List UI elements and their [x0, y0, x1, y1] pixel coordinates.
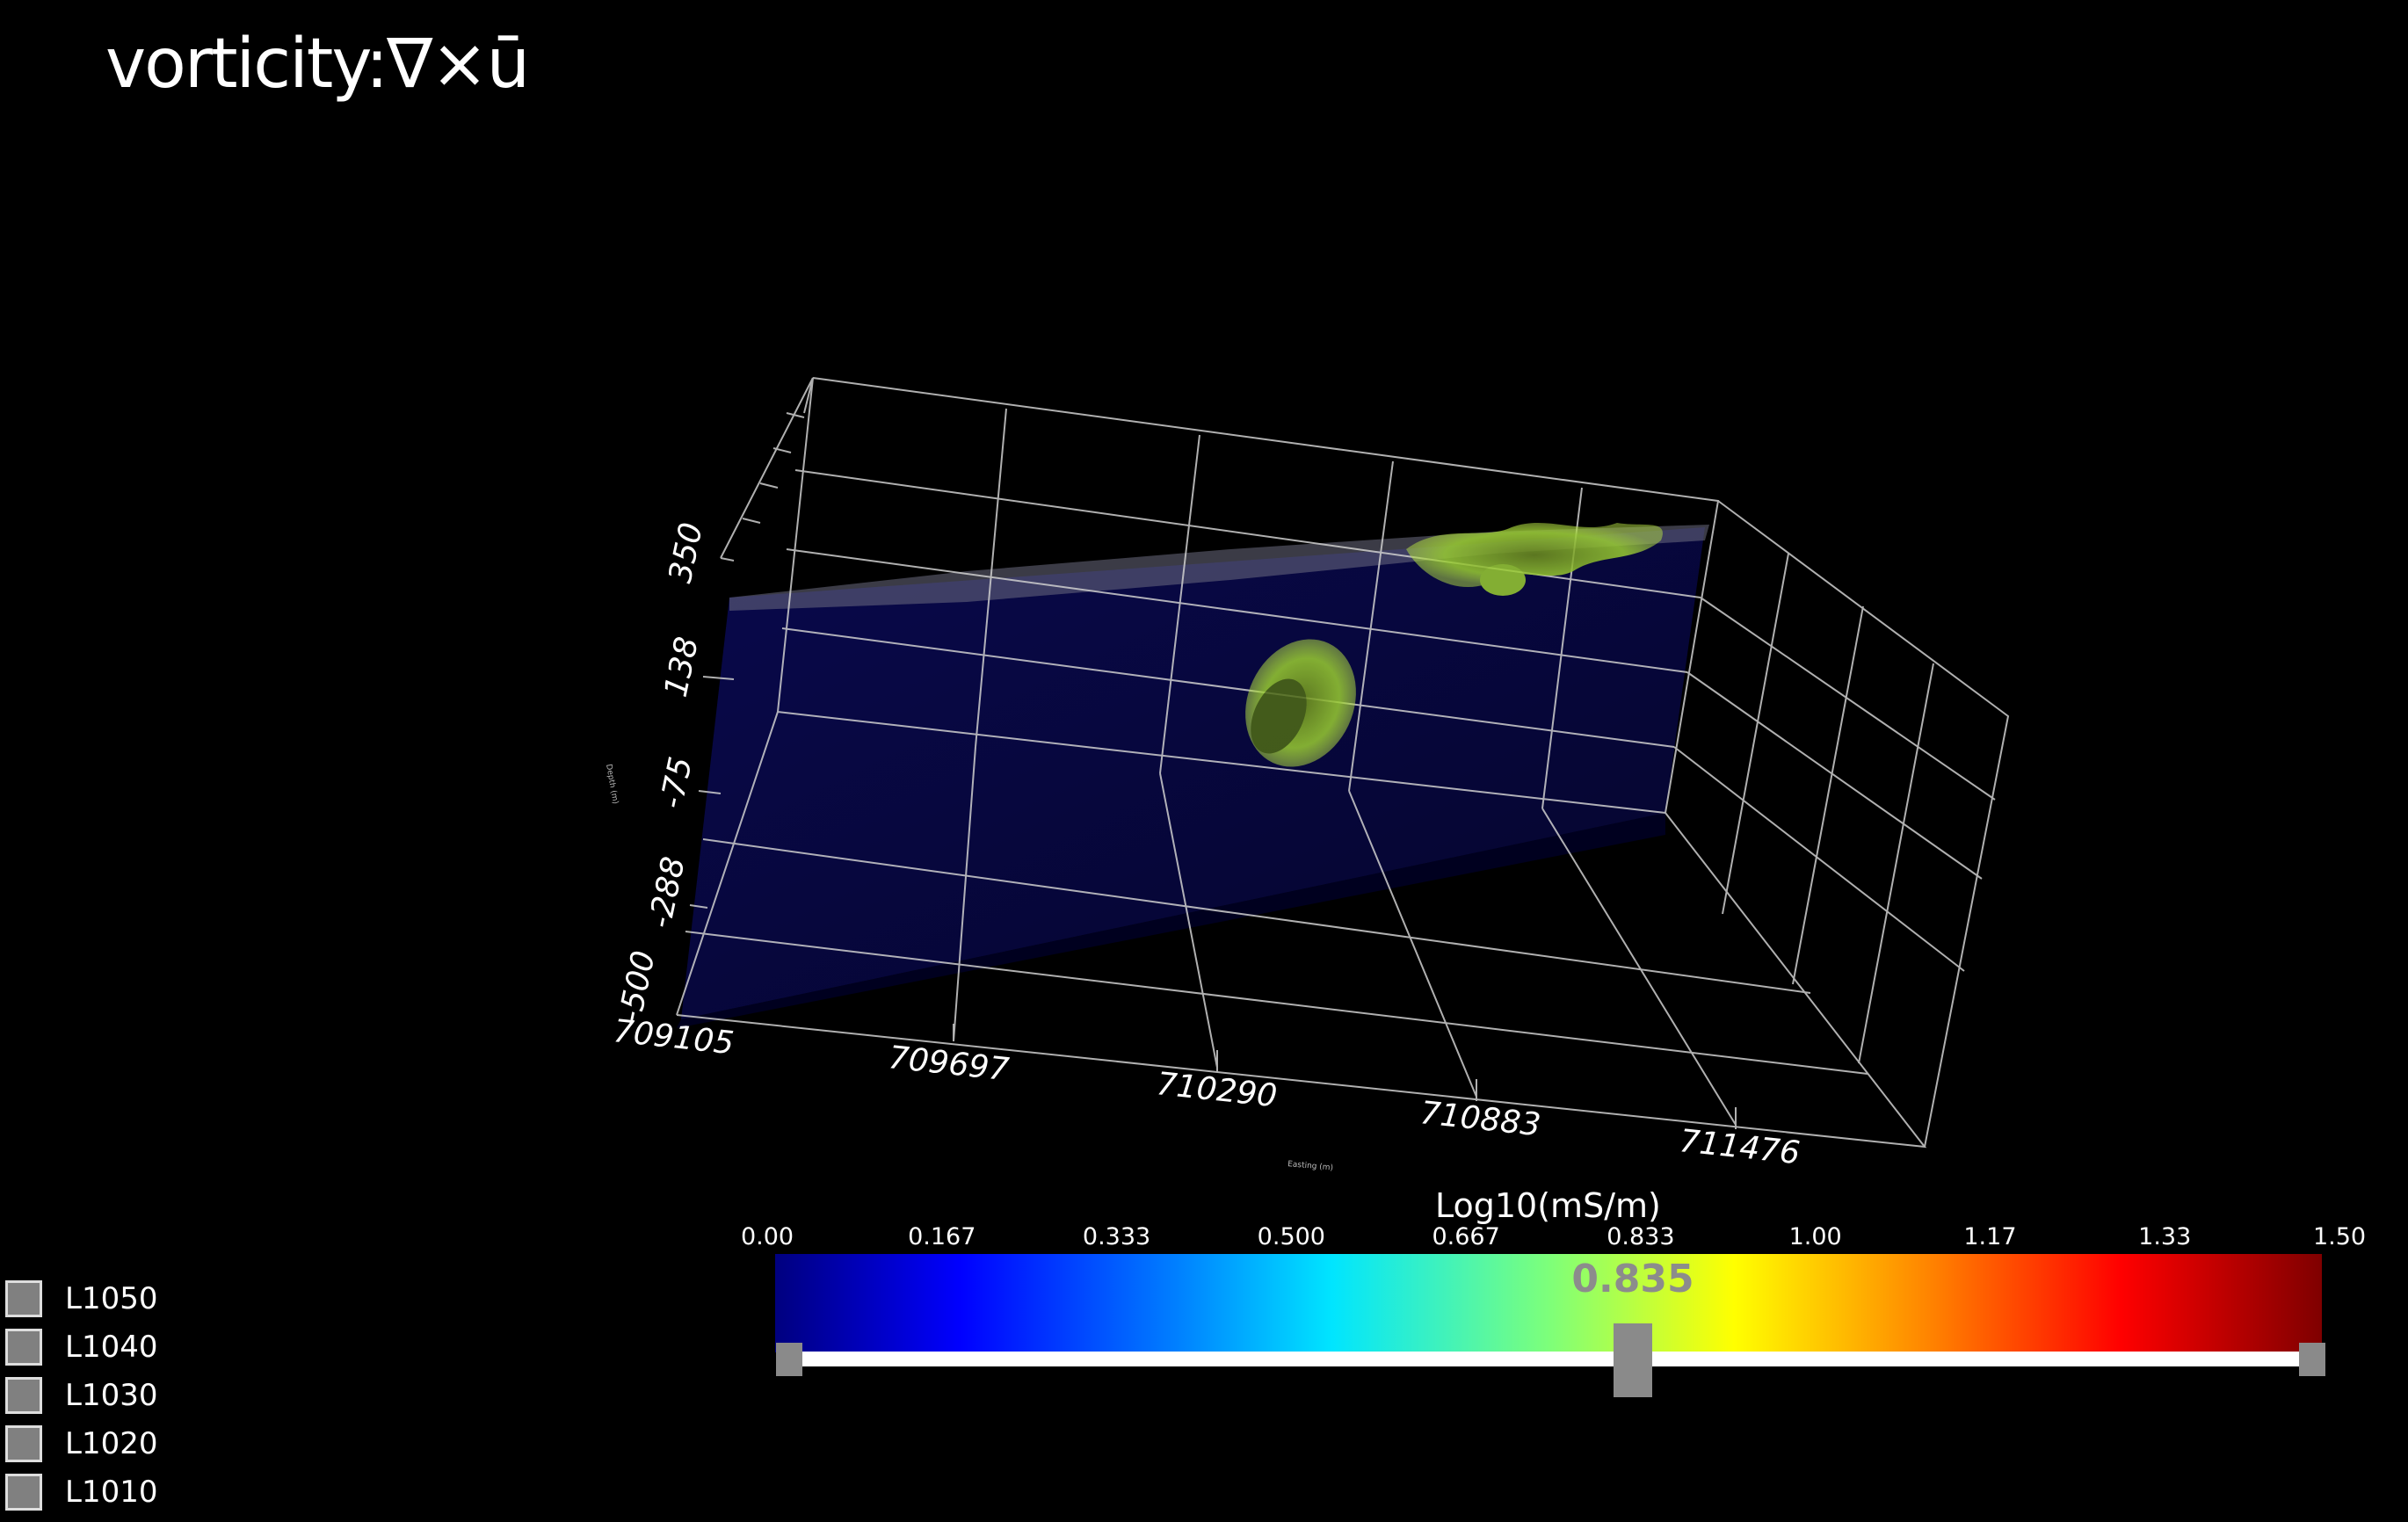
layer-label: L1010 [65, 1474, 158, 1510]
layer-label: L1020 [65, 1425, 158, 1461]
x-tick-label: 710883 [1418, 1095, 1542, 1143]
layer-label: L1050 [65, 1280, 158, 1316]
colorbar-tick-label: 0.167 [908, 1223, 976, 1250]
layer-checkbox[interactable] [5, 1473, 42, 1511]
x-axis-title: Easting (m) [1287, 1160, 1334, 1172]
colorbar-tick-label: 1.00 [1788, 1223, 1842, 1250]
y-tick-label: 138 [658, 634, 706, 700]
layer-item[interactable]: L1030 [5, 1371, 157, 1419]
colorbar-tick-label: 0.500 [1257, 1223, 1325, 1250]
layer-item[interactable]: L1050 [5, 1274, 157, 1323]
layer-item[interactable]: L1040 [5, 1323, 157, 1371]
slider-max-handle[interactable] [2299, 1343, 2325, 1376]
layer-checkbox[interactable] [5, 1424, 42, 1462]
slider-value-label: 0.835 [1571, 1257, 1694, 1301]
colorbar-tick-label: 1.33 [2138, 1223, 2192, 1250]
layer-item[interactable]: L1020 [5, 1419, 157, 1468]
layer-checkbox[interactable] [5, 1279, 42, 1317]
colorbar-tick-label: 1.50 [2312, 1223, 2367, 1250]
layer-list: L1050 L1040 L1030 L1020 L1010 [5, 1274, 157, 1516]
layer-checkbox[interactable] [5, 1328, 42, 1366]
colorbar-tick-label: 0.00 [740, 1223, 794, 1250]
x-tick-label: 709105 [612, 1013, 736, 1062]
conductivity-volume [681, 527, 1705, 1019]
colorbar-gradient [775, 1254, 2322, 1352]
layer-item[interactable]: L1010 [5, 1468, 157, 1516]
y-axis-title: Depth (m) [604, 764, 620, 805]
layer-label: L1030 [65, 1377, 158, 1413]
y-tick-label: -75 [654, 754, 700, 812]
threshold-slider-track[interactable] [780, 1352, 2320, 1366]
vorticity-logo: vorticity:∇×ū [105, 25, 530, 104]
slider-min-handle[interactable] [776, 1343, 802, 1376]
layer-checkbox[interactable] [5, 1376, 42, 1414]
colorbar-tick-label: 0.833 [1607, 1223, 1675, 1250]
y-tick-label: 350 [663, 519, 710, 586]
x-tick-label: 710290 [1155, 1066, 1279, 1114]
volume-side-shade [677, 813, 1665, 1028]
colorbar-title: Log10(mS/m) [1435, 1186, 1661, 1225]
conductivity-isosurface [1245, 523, 1663, 767]
colorbar-tick-label: 0.667 [1432, 1223, 1500, 1250]
layer-label: L1040 [65, 1329, 158, 1365]
colorbar-tick-label: 1.17 [1963, 1223, 2017, 1250]
x-tick-label: 709697 [887, 1040, 1011, 1088]
x-tick-label: 711476 [1678, 1123, 1802, 1171]
y-tick-label: -288 [642, 853, 693, 931]
slider-value-handle[interactable] [1614, 1323, 1652, 1397]
colorbar-tick-label: 0.333 [1082, 1223, 1151, 1250]
